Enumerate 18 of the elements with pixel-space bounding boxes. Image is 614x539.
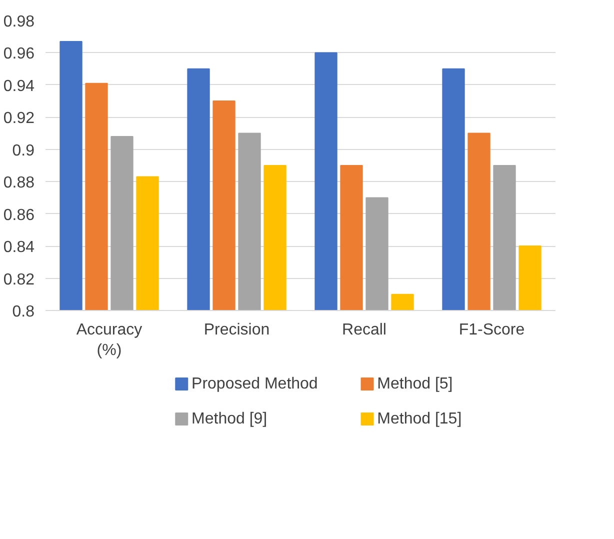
y-tick-label: 0.9 <box>12 142 35 160</box>
y-tick-label: 0.92 <box>3 110 35 128</box>
y-tick-label: 0.88 <box>3 174 35 192</box>
y-tick-label: 0.96 <box>3 46 35 63</box>
legend-label: Proposed Method <box>192 376 318 392</box>
y-tick-label: 0.94 <box>3 78 35 95</box>
y-tick-label: 0.98 <box>3 14 35 30</box>
y-tick-label: 0.8 <box>12 304 35 320</box>
legend-label: Method [5] <box>377 376 453 392</box>
x-tick-label: Accuracy (%) <box>76 322 142 359</box>
x-tick-label: Precision <box>204 322 270 338</box>
y-tick-label: 0.84 <box>3 239 35 256</box>
legend-label: Method [15] <box>377 410 462 428</box>
legend-label: Method [9] <box>192 410 268 428</box>
y-tick-label: 0.82 <box>3 271 35 288</box>
x-tick-label: F1-Score <box>458 322 525 338</box>
y-tick-label: 0.86 <box>3 206 35 224</box>
x-tick-label: Recall <box>342 322 386 338</box>
